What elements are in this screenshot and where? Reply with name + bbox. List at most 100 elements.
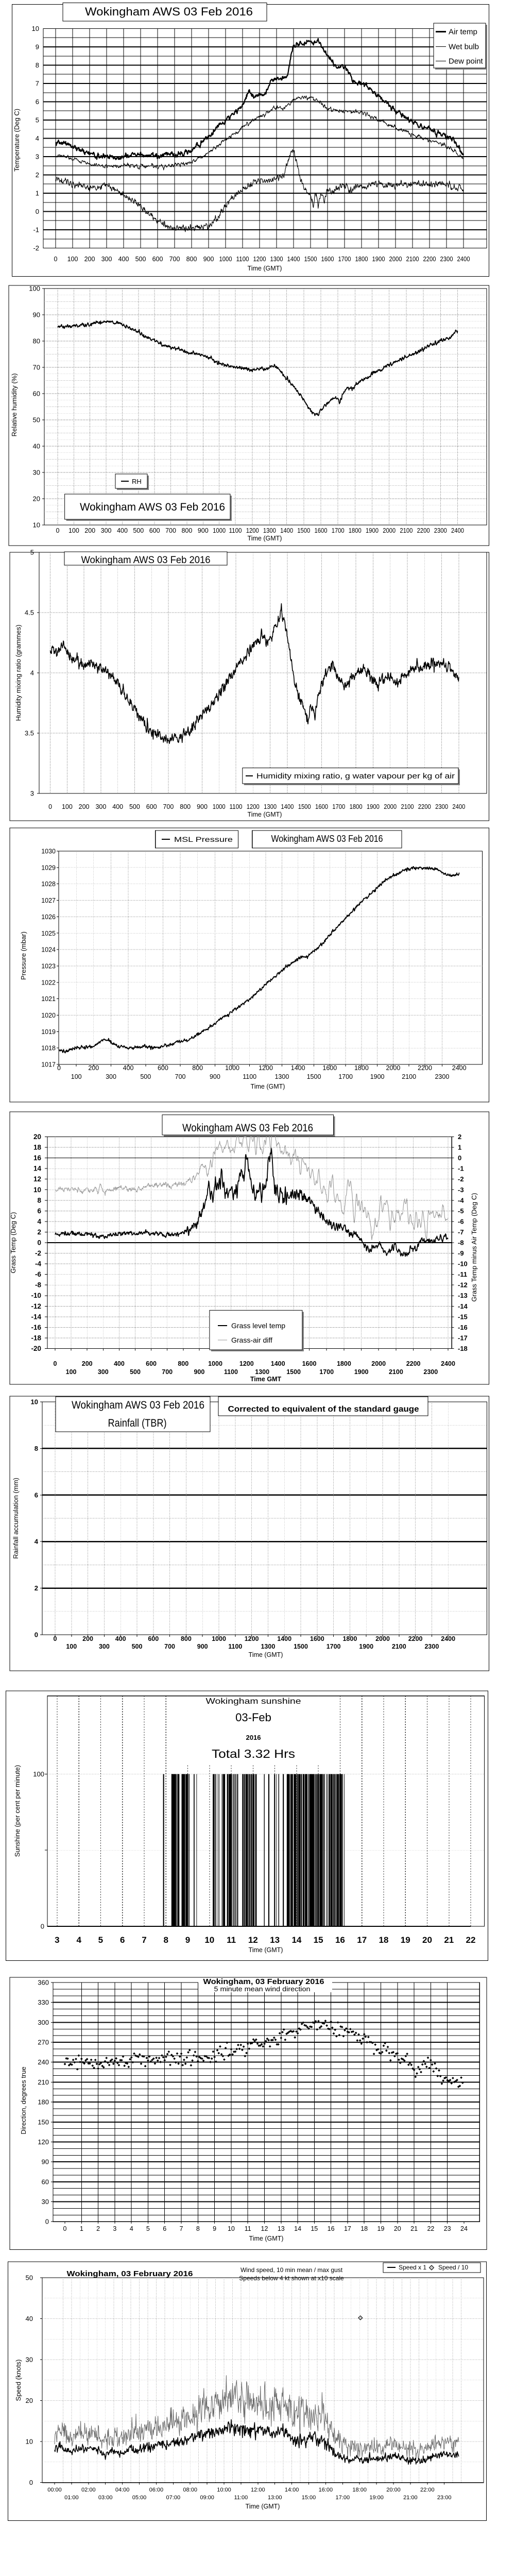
svg-text:Wokingham sunshine: Wokingham sunshine bbox=[206, 1697, 301, 1706]
svg-text:240: 240 bbox=[38, 2058, 49, 2066]
svg-text:2: 2 bbox=[36, 171, 39, 179]
svg-text:2000: 2000 bbox=[389, 256, 402, 263]
svg-text:0: 0 bbox=[56, 527, 60, 534]
svg-text:700: 700 bbox=[165, 527, 176, 534]
svg-text:8: 8 bbox=[35, 1445, 38, 1452]
svg-text:1700: 1700 bbox=[332, 803, 345, 810]
svg-text:6: 6 bbox=[163, 2225, 166, 2232]
svg-text:1400: 1400 bbox=[277, 1635, 291, 1642]
svg-text:800: 800 bbox=[178, 1360, 188, 1367]
svg-text:2400: 2400 bbox=[451, 527, 464, 534]
svg-text:1021: 1021 bbox=[41, 995, 56, 1003]
svg-text:1023: 1023 bbox=[41, 963, 56, 970]
svg-text:1200: 1200 bbox=[239, 1360, 254, 1367]
svg-text:Wet bulb: Wet bulb bbox=[449, 43, 479, 52]
svg-text:6: 6 bbox=[35, 1491, 38, 1499]
svg-text:40: 40 bbox=[26, 2315, 33, 2323]
svg-text:2300: 2300 bbox=[440, 256, 453, 263]
svg-text:100: 100 bbox=[62, 803, 73, 810]
svg-text:1: 1 bbox=[80, 2225, 83, 2232]
svg-text:-13: -13 bbox=[458, 1292, 468, 1299]
svg-text:Rainfall (TBR): Rainfall (TBR) bbox=[108, 1417, 167, 1429]
svg-text:5: 5 bbox=[36, 116, 39, 124]
svg-text:1000: 1000 bbox=[212, 1635, 226, 1642]
svg-text:10: 10 bbox=[33, 521, 40, 529]
svg-text:3.5: 3.5 bbox=[25, 730, 34, 737]
svg-text:1800: 1800 bbox=[349, 527, 362, 534]
svg-text:1700: 1700 bbox=[338, 1073, 353, 1080]
svg-text:-1: -1 bbox=[33, 226, 39, 234]
svg-text:20: 20 bbox=[394, 2225, 401, 2232]
svg-text:4: 4 bbox=[76, 1935, 81, 1945]
svg-text:1800: 1800 bbox=[355, 256, 368, 263]
svg-text:1600: 1600 bbox=[315, 803, 328, 810]
svg-text:300: 300 bbox=[95, 803, 106, 810]
svg-text:600: 600 bbox=[146, 1360, 157, 1367]
svg-text:20: 20 bbox=[33, 495, 40, 503]
svg-text:1500: 1500 bbox=[297, 527, 310, 534]
svg-text:4: 4 bbox=[30, 669, 34, 677]
svg-text:1200: 1200 bbox=[253, 256, 266, 263]
svg-text:Corrected to equivalent of the: Corrected to equivalent of the standard … bbox=[228, 1405, 419, 1414]
svg-text:Dew point: Dew point bbox=[449, 57, 484, 65]
svg-text:-2: -2 bbox=[33, 244, 39, 252]
svg-text:200: 200 bbox=[84, 527, 95, 534]
svg-text:-9: -9 bbox=[458, 1249, 464, 1257]
svg-text:800: 800 bbox=[181, 527, 192, 534]
svg-text:Rainfall accumulation (mm): Rainfall accumulation (mm) bbox=[12, 1478, 20, 1559]
svg-text:1500: 1500 bbox=[307, 1073, 321, 1080]
svg-text:1800: 1800 bbox=[337, 1360, 351, 1367]
svg-text:1400: 1400 bbox=[271, 1360, 285, 1367]
svg-text:8: 8 bbox=[196, 2225, 200, 2232]
svg-text:8: 8 bbox=[37, 1196, 41, 1204]
svg-text:1020: 1020 bbox=[41, 1012, 56, 1019]
svg-text:60: 60 bbox=[33, 390, 40, 398]
svg-text:900: 900 bbox=[194, 1368, 204, 1376]
svg-text:15:00: 15:00 bbox=[302, 2495, 316, 2501]
svg-text:22: 22 bbox=[466, 1935, 476, 1945]
svg-text:RH: RH bbox=[132, 478, 142, 485]
svg-text:10: 10 bbox=[228, 2225, 235, 2232]
svg-text:20:00: 20:00 bbox=[386, 2487, 401, 2493]
svg-text:5 minute mean wind direction: 5 minute mean wind direction bbox=[214, 1985, 311, 1993]
svg-text:1900: 1900 bbox=[359, 1643, 373, 1650]
svg-text:0: 0 bbox=[54, 1635, 57, 1642]
svg-text:0: 0 bbox=[48, 803, 52, 810]
svg-text:1000: 1000 bbox=[225, 1064, 239, 1072]
svg-text:19: 19 bbox=[401, 1935, 410, 1945]
svg-text:1800: 1800 bbox=[342, 1635, 357, 1642]
svg-text:Time (GMT): Time (GMT) bbox=[248, 265, 282, 272]
svg-text:100: 100 bbox=[33, 1770, 44, 1778]
svg-text:1: 1 bbox=[36, 190, 39, 197]
svg-text:-16: -16 bbox=[31, 1324, 41, 1331]
svg-text:1900: 1900 bbox=[366, 527, 379, 534]
svg-text:2200: 2200 bbox=[408, 1635, 423, 1642]
svg-text:1300: 1300 bbox=[261, 1643, 275, 1650]
svg-text:22: 22 bbox=[427, 2225, 434, 2232]
svg-text:80: 80 bbox=[33, 337, 40, 345]
svg-text:06:00: 06:00 bbox=[149, 2487, 164, 2493]
svg-text:Relative humidity (%): Relative humidity (%) bbox=[10, 374, 18, 437]
svg-text:2000: 2000 bbox=[375, 1635, 390, 1642]
svg-text:0: 0 bbox=[63, 2225, 67, 2232]
svg-text:2200: 2200 bbox=[423, 256, 436, 263]
svg-text:1030: 1030 bbox=[41, 848, 56, 855]
svg-text:2: 2 bbox=[37, 1228, 41, 1236]
svg-text:800: 800 bbox=[192, 1064, 203, 1072]
svg-text:2300: 2300 bbox=[435, 803, 448, 810]
svg-text:-18: -18 bbox=[458, 1345, 468, 1352]
svg-text:14:00: 14:00 bbox=[285, 2487, 299, 2493]
svg-text:17:00: 17:00 bbox=[336, 2495, 350, 2501]
svg-text:02:00: 02:00 bbox=[81, 2487, 96, 2493]
svg-text:1100: 1100 bbox=[224, 1368, 238, 1376]
svg-text:6: 6 bbox=[36, 98, 39, 106]
svg-text:17: 17 bbox=[357, 1935, 367, 1945]
svg-text:2000: 2000 bbox=[383, 527, 396, 534]
svg-text:4: 4 bbox=[35, 1538, 39, 1546]
svg-text:Wokingham AWS 03 Feb 2016: Wokingham AWS 03 Feb 2016 bbox=[72, 1399, 204, 1411]
svg-text:3: 3 bbox=[113, 2225, 116, 2232]
svg-text:360: 360 bbox=[38, 1979, 49, 1987]
svg-text:90: 90 bbox=[33, 311, 40, 319]
svg-text:300: 300 bbox=[98, 1368, 109, 1376]
svg-text:9: 9 bbox=[213, 2225, 216, 2232]
